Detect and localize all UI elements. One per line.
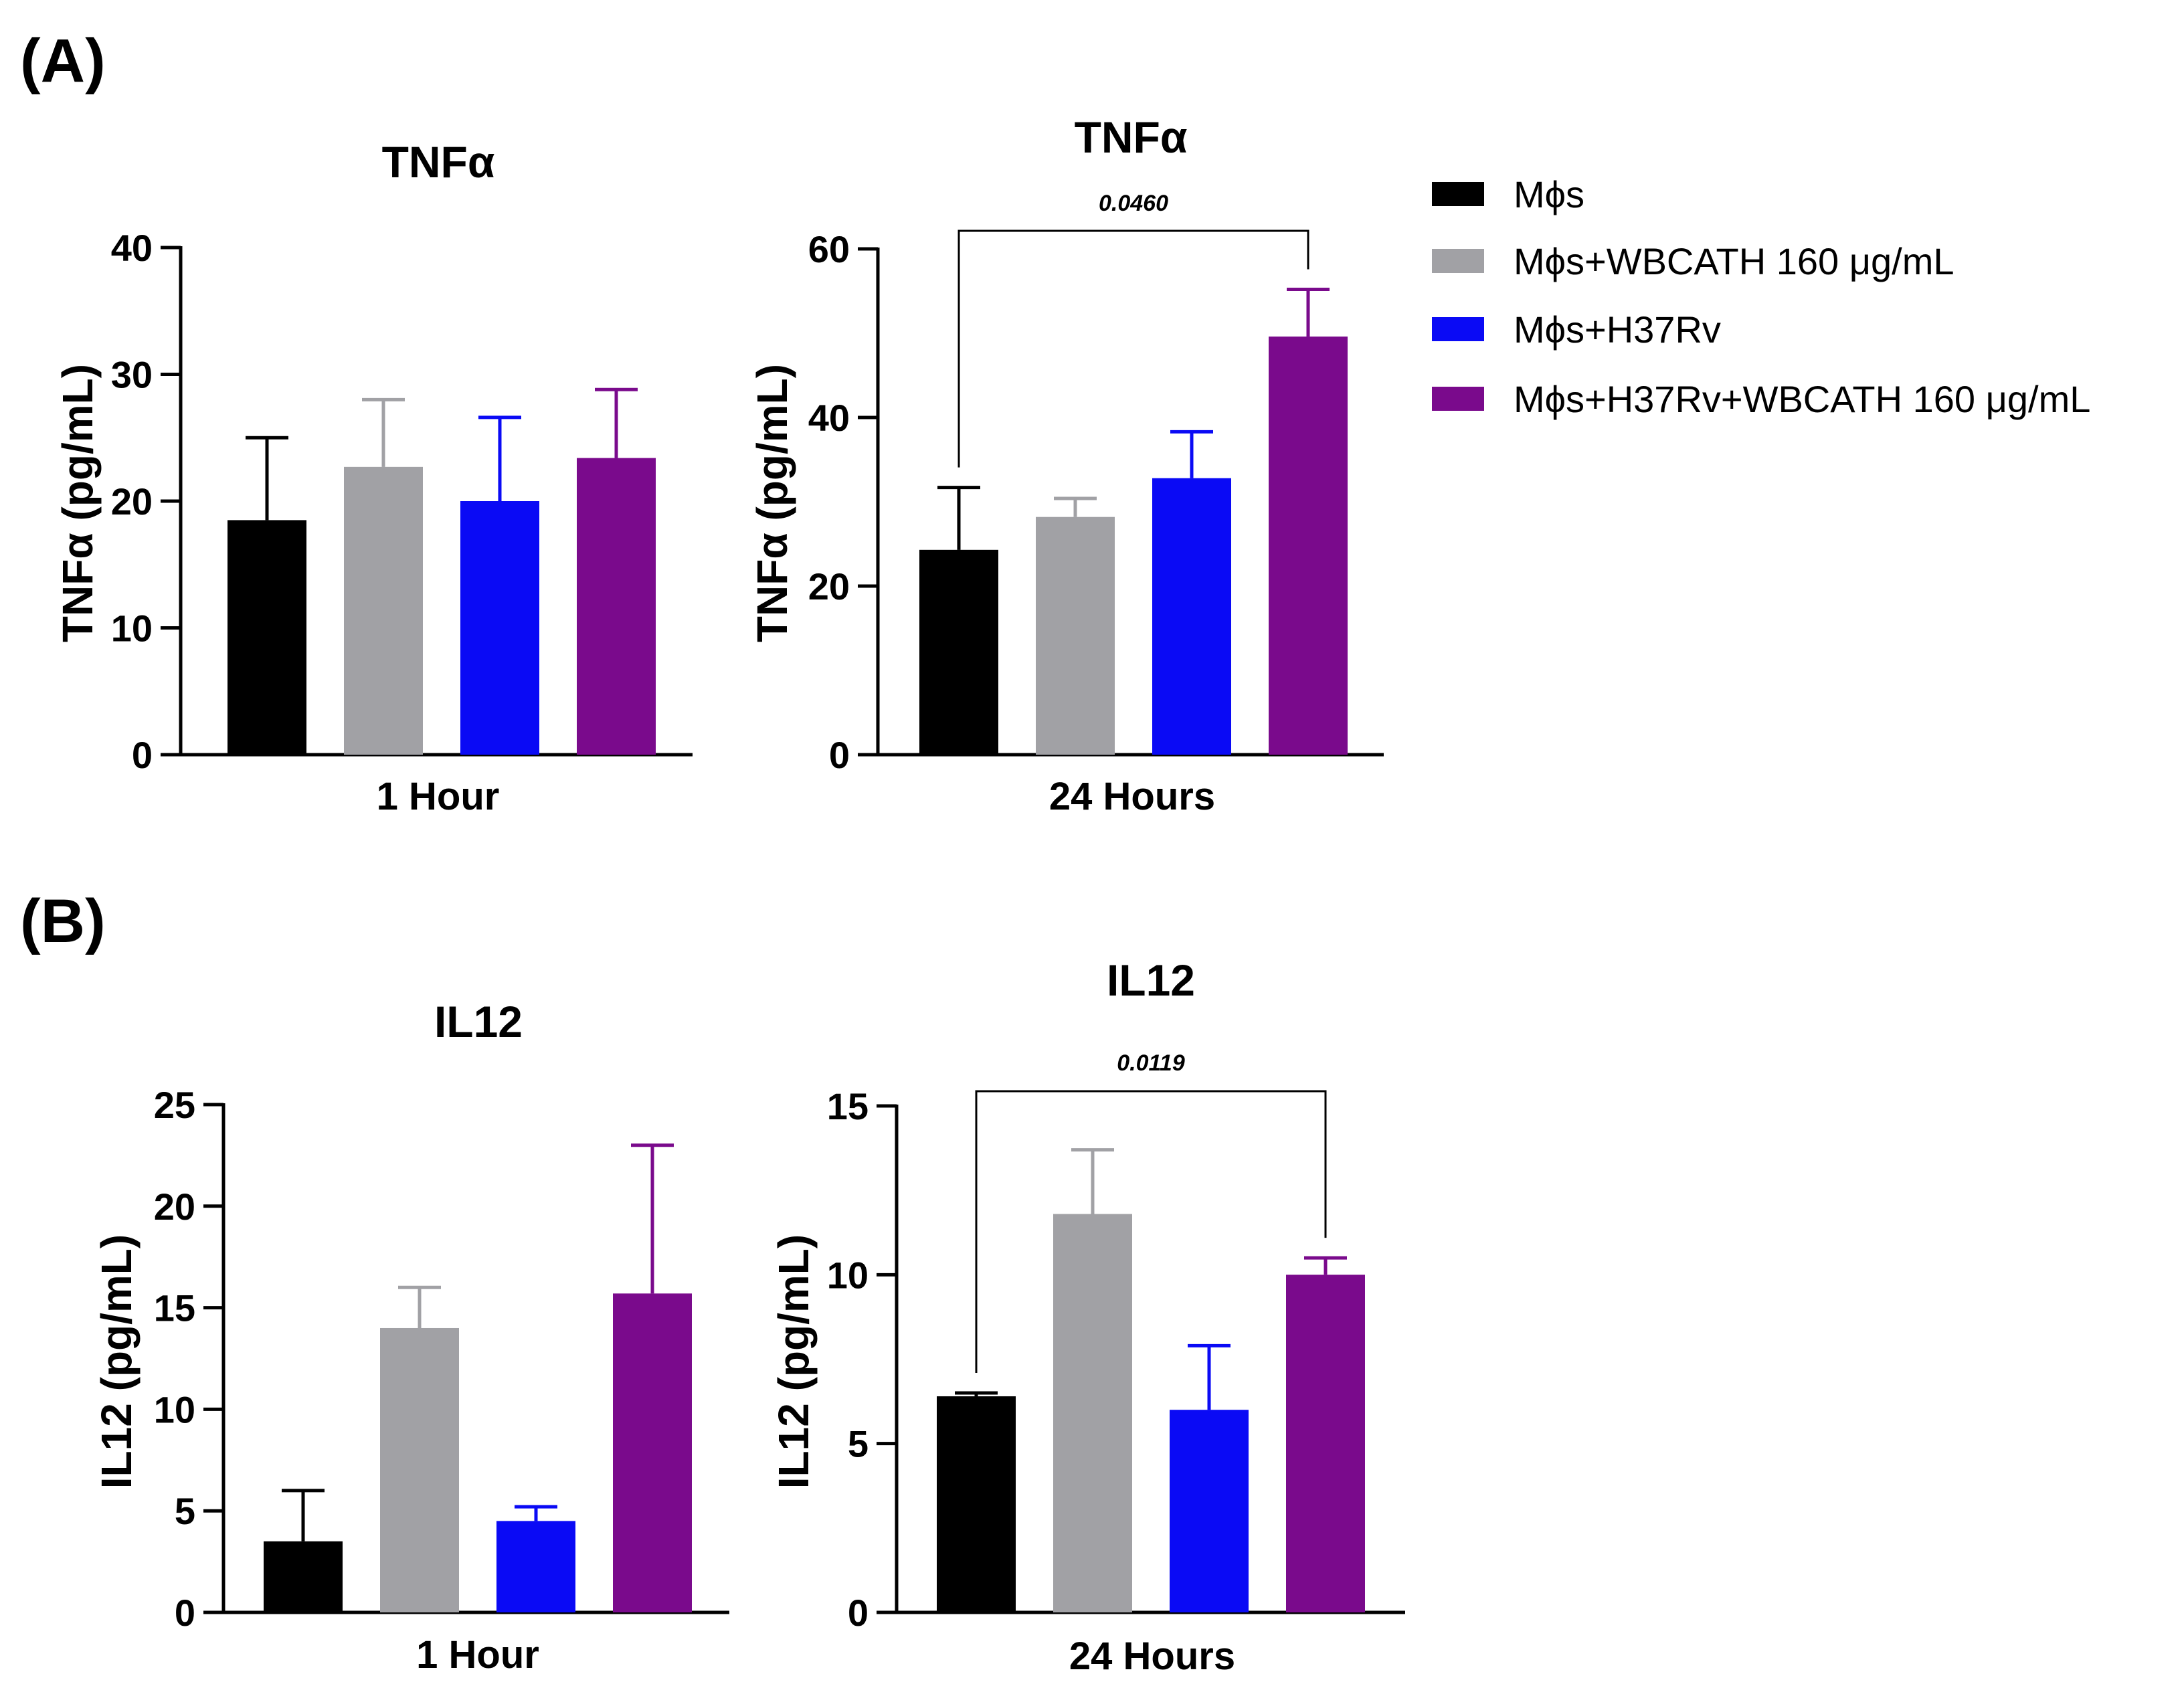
- bar: [937, 1396, 1016, 1612]
- legend-swatch: [1432, 317, 1484, 341]
- y-tick-label: 0: [175, 1592, 195, 1634]
- significance-bracket: [975, 1090, 1327, 1373]
- bar: [344, 466, 423, 755]
- y-tick-label: 10: [111, 607, 153, 650]
- legend-swatch: [1432, 249, 1484, 273]
- x-category-label: 24 Hours: [1069, 1634, 1235, 1678]
- legend: Mϕs Mϕs+WBCATH 160 μg/mL Mϕs+H37Rv Mϕs+H37R…: [1432, 173, 2090, 420]
- y-axis-label: TNFα (pg/mL): [748, 364, 796, 642]
- y-tick-label: 40: [808, 397, 850, 439]
- y-tick-label: 0: [848, 1592, 869, 1634]
- p-value-label: 0.0460: [1099, 191, 1168, 216]
- legend-label: Mϕs+WBCATH 160 μg/mL: [1514, 240, 1954, 282]
- y-tick-label: 0: [132, 734, 153, 776]
- x-category-label: 24 Hours: [1049, 775, 1215, 818]
- y-axis-label: IL12 (pg/mL): [92, 1234, 141, 1489]
- y-tick-label: 20: [154, 1186, 195, 1228]
- chart-4: IL12 IL12 (pg/mL) 0 5 10 15 24 Hours 0.0119: [769, 955, 1405, 1678]
- bar: [919, 549, 998, 755]
- bar: [1170, 1410, 1249, 1612]
- y-tick-label: 15: [827, 1085, 869, 1127]
- p-value-label: 0.0119: [1117, 1050, 1185, 1076]
- y-tick-label: 10: [827, 1254, 869, 1296]
- legend-item: Mϕs+H37Rv: [1432, 308, 1721, 351]
- legend-swatch: [1432, 387, 1484, 411]
- y-tick-label: 5: [848, 1423, 869, 1465]
- chart-title: TNFα: [1075, 112, 1188, 162]
- panel-label-b: (B): [20, 887, 106, 955]
- bar: [227, 520, 306, 755]
- bar: [496, 1521, 575, 1612]
- y-axis-label: IL12 (pg/mL): [769, 1234, 818, 1489]
- y-tick-label: 5: [175, 1490, 195, 1532]
- chart-title: IL12: [434, 997, 523, 1046]
- legend-item: Mϕs+WBCATH 160 μg/mL: [1432, 240, 1954, 282]
- x-category-label: 1 Hour: [377, 775, 500, 818]
- bar: [380, 1327, 459, 1612]
- y-tick-label: 10: [154, 1388, 195, 1430]
- y-axis-label: TNFα (pg/mL): [54, 364, 102, 642]
- panel-label-a: (A): [20, 27, 106, 95]
- y-tick-label: 40: [111, 227, 153, 269]
- significance-bracket: [958, 229, 1309, 468]
- legend-item: Mϕs: [1432, 173, 1584, 215]
- legend-label: Mϕs: [1514, 173, 1584, 215]
- legend-label: Mϕs+H37Rv: [1514, 308, 1721, 351]
- y-tick-label: 25: [154, 1084, 195, 1126]
- chart-2: TNFα TNFα (pg/mL) 0 20 40 60 24 Hours 0.0460: [748, 112, 1384, 818]
- chart-title: TNFα: [382, 137, 495, 187]
- legend-item: Mϕs+H37Rv+WBCATH 160 μg/mL: [1432, 378, 2090, 420]
- y-tick-label: 30: [111, 354, 153, 396]
- y-tick-label: 20: [808, 565, 850, 607]
- legend-label: Mϕs+H37Rv+WBCATH 160 μg/mL: [1514, 378, 2090, 420]
- chart-title: IL12: [1107, 955, 1195, 1005]
- bar: [613, 1293, 692, 1612]
- bar: [1036, 517, 1115, 755]
- bar: [460, 501, 539, 755]
- chart-1: TNFα TNFα (pg/mL) 0 10 20 30 40 1 Hour: [54, 137, 693, 818]
- bar: [1053, 1214, 1132, 1612]
- y-tick-label: 20: [111, 480, 153, 523]
- bar: [1269, 337, 1348, 755]
- bar: [577, 458, 656, 755]
- bar: [1286, 1275, 1365, 1612]
- y-tick-label: 15: [154, 1287, 195, 1329]
- bar: [1152, 478, 1231, 755]
- bar: [264, 1541, 343, 1612]
- x-category-label: 1 Hour: [416, 1633, 539, 1677]
- y-tick-label: 0: [829, 734, 850, 776]
- chart-3: IL12 IL12 (pg/mL) 0 5 10 15 20 25 1 Hour: [92, 997, 729, 1677]
- legend-swatch: [1432, 182, 1484, 206]
- y-tick-label: 60: [808, 228, 850, 270]
